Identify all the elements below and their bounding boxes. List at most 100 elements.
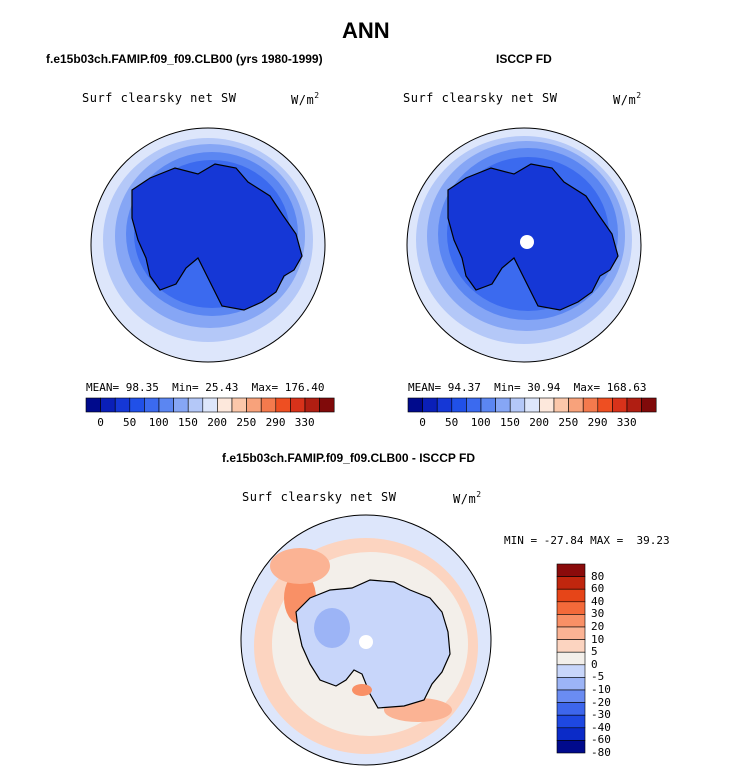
panel1-colorbar-box	[114, 397, 131, 413]
panel1-colorbar-tick-label: 0	[97, 416, 104, 429]
panel1-colorbar-box	[231, 397, 247, 413]
diff-colorbar-box	[556, 626, 586, 640]
panel2-colorbar-box	[553, 397, 569, 413]
panel1-max-label: Max=	[251, 381, 279, 394]
panel2-variable: Surf clearsky net SW	[403, 91, 558, 105]
diff-colorbar-tick-label: 20	[591, 620, 605, 633]
panel2-colorbar	[407, 397, 657, 413]
diff-colorbar-box	[556, 677, 586, 691]
panel1-colorbar-box	[202, 397, 218, 413]
panel2-colorbar-box	[539, 397, 555, 413]
panel2-min-label: Min=	[494, 381, 521, 394]
panel1-colorbar-box	[144, 397, 160, 413]
panel2-colorbar-box	[422, 397, 438, 413]
panel2-colorbar-box	[436, 397, 453, 413]
panel3-map	[240, 514, 492, 766]
diff-colorbar-tick-label: 60	[591, 582, 605, 596]
panel2-colorbar-tick-label: 250	[558, 416, 579, 429]
panel2-max-value: 168.63	[606, 381, 647, 394]
diff-colorbar-tick-label: 30	[591, 607, 605, 621]
panel2-mean-label: MEAN=	[408, 381, 442, 394]
panel2-colorbar-tick-label: 330	[616, 416, 637, 429]
panel1-colorbar-box	[217, 397, 233, 413]
panel3-north-anomaly	[270, 548, 330, 584]
panel2-colorbar-tick-label: 50	[445, 416, 459, 429]
panel1-colorbar-box	[319, 397, 335, 413]
panel2-colorbar-tick-label: 100	[470, 416, 491, 429]
panel3-variable: Surf clearsky net SW	[242, 490, 397, 504]
panel2-colorbar-box	[582, 397, 599, 413]
panel1-border	[90, 127, 326, 363]
panel2-units-base: W/m	[613, 93, 637, 107]
diff-colorbar-box	[556, 727, 586, 741]
panel1-colorbar-tick-label: 330	[294, 416, 315, 429]
panel3-units-exp: 2	[476, 490, 482, 499]
panel2-colorbar-box	[480, 397, 496, 413]
diff-colorbar-tick-label: -10	[591, 683, 611, 696]
diff-colorbar-box	[556, 651, 586, 666]
panel2-colorbar-box	[641, 397, 657, 413]
panel2-min-value: 30.94	[527, 381, 561, 394]
diff-colorbar-tick-label: -40	[591, 720, 611, 734]
panel1-colorbar-box	[173, 397, 189, 413]
panel3-inland-anomaly	[314, 608, 350, 648]
panel1-colorbar-tick-label: 100	[148, 416, 169, 429]
panel2-colorbar-box	[495, 397, 511, 413]
panel2-mean-value: 94.37	[447, 381, 481, 394]
panel1-min-value: 25.43	[205, 381, 239, 394]
panel2-colorbar-box	[407, 397, 423, 413]
diff-colorbar-tick-label: 10	[591, 632, 605, 646]
diff-colorbar-tick-label: -60	[591, 733, 611, 747]
diff-colorbar-box	[556, 714, 586, 729]
diff-colorbar-box	[556, 576, 586, 590]
panel1-colorbar-box	[85, 397, 101, 413]
panel1-colorbar-box	[260, 397, 277, 413]
diff-colorbar-box	[556, 639, 586, 653]
diff-colorbar-box	[556, 740, 586, 754]
panel3-case-title: f.e15b03ch.FAMIP.f09_f09.CLB00 - ISCCP F…	[222, 451, 475, 465]
panel1-colorbar-box	[187, 397, 204, 413]
panel1-colorbar-box	[246, 397, 262, 413]
panel1-mean-value: 98.35	[125, 381, 159, 394]
panel1-colorbar-box	[129, 397, 145, 413]
panel2-colorbar-box	[451, 397, 467, 413]
panel2-colorbar-box	[626, 397, 642, 413]
panel1-min-label: Min=	[172, 381, 199, 394]
panel1-colorbar-box	[290, 397, 306, 413]
panel3-units-base: W/m	[453, 492, 477, 506]
panel2-colorbar-tick-label: 290	[587, 416, 608, 429]
panel1-max-value: 176.40	[284, 381, 325, 394]
panel2-map	[406, 127, 642, 363]
panel2-colorbar-box	[509, 397, 526, 413]
panel1-map	[90, 127, 326, 363]
panel1-colorbar-tick-label: 150	[178, 416, 198, 429]
diff-colorbar-tick-label: 80	[591, 569, 605, 583]
diff-colorbar-box	[556, 689, 586, 703]
diff-colorbar-tick-label: 5	[591, 645, 598, 659]
panel2-colorbar-box	[597, 397, 613, 413]
panel1-colorbar-tick-label: 250	[236, 416, 257, 429]
diff-colorbar-box	[556, 588, 586, 603]
diff-colorbar-box	[556, 664, 586, 678]
panel1-colorbar-box	[158, 397, 174, 413]
figure-title: ANN	[342, 18, 390, 43]
panel1-colorbar-tick-label: 50	[123, 416, 137, 429]
panel3-shelf-anomaly	[352, 684, 372, 696]
panel1-units: W/m2	[291, 91, 320, 107]
panel3-pole-hole	[359, 635, 373, 649]
diff-colorbar-tick-label: 40	[591, 594, 605, 608]
panel3-units: W/m2	[453, 490, 482, 506]
panel2-units: W/m2	[613, 91, 642, 107]
diff-colorbar	[556, 563, 586, 754]
panel1-mean-label: MEAN=	[86, 381, 120, 394]
panel2-colorbar-box	[524, 397, 540, 413]
panel1-units-base: W/m	[291, 93, 315, 107]
panel1-colorbar-tick-label: 290	[265, 416, 286, 429]
diff-colorbar-tick-label: -20	[591, 695, 611, 709]
diff-colorbar-tick-label: -5	[591, 670, 605, 684]
panel2-colorbar-tick-label: 150	[500, 416, 520, 429]
panel2-colorbar-box	[466, 397, 482, 413]
diff-colorbar-tick-label: 0	[591, 657, 598, 671]
panel1-colorbar-box	[100, 397, 116, 413]
panel2-border	[406, 127, 642, 363]
